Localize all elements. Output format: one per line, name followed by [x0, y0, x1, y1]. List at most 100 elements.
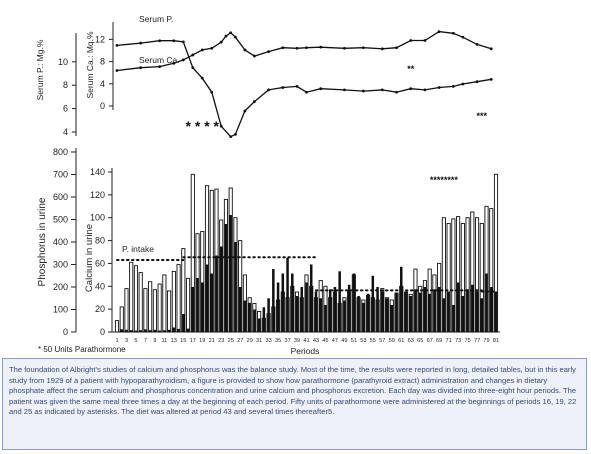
phosphorus-bar [433, 289, 436, 333]
period-tick-label: 9 [153, 338, 156, 344]
serum-p-axis-label: Serum P.: Mg.% [35, 39, 45, 100]
serum-point-ca [319, 45, 323, 49]
period-tick-label: 57 [379, 338, 385, 344]
serum-point-ca [423, 39, 427, 42]
calcium-bar [119, 306, 124, 333]
phosphorus-bar [158, 330, 161, 332]
period-tick-label: 31 [256, 338, 262, 344]
calcium-bar [129, 261, 134, 333]
serum-point-p [305, 90, 308, 94]
serum-point-p [191, 66, 195, 70]
serum-point-p [423, 88, 427, 92]
serum-point-ca [489, 47, 493, 51]
period-tick-label: 37 [284, 338, 290, 344]
period-tick-label: 69 [436, 338, 442, 344]
phosphorus-bar [381, 291, 384, 332]
serum-point-p [409, 87, 413, 91]
period-tick-label: 67 [427, 338, 433, 344]
phosphorus-bar [328, 289, 332, 333]
phosphorus-bar [182, 314, 185, 332]
serum-point-ca [224, 34, 228, 38]
phosphorus-tick-label: 800 [53, 147, 68, 157]
phosphorus-bar [224, 224, 228, 332]
period-tick-label: 5 [134, 338, 137, 344]
phosphorus-bar [215, 255, 218, 332]
serum-point-ca [210, 46, 214, 50]
phosphorus-bar [139, 330, 142, 332]
serum-point-ca [252, 54, 256, 58]
phosphorus-tick-label: 400 [53, 237, 68, 247]
phosphorus-tick-label: 200 [53, 282, 68, 292]
period-tick-label: 7 [144, 338, 147, 344]
period-tick-label: 23 [218, 338, 224, 344]
period-tick-label: 25 [228, 338, 234, 344]
serum-point-ca [158, 65, 162, 68]
phosphorus-bar [409, 296, 412, 332]
serum-point-p [200, 76, 204, 80]
serum-point-ca [115, 69, 119, 72]
calcium-bar [124, 288, 129, 333]
phosphorus-bar [485, 273, 488, 332]
period-tick-label: 65 [417, 338, 423, 344]
phosphorus-bar [229, 215, 232, 332]
phosphorus-bar [238, 287, 242, 332]
serum-point-p [380, 88, 384, 92]
phosphorus-bar [442, 298, 446, 333]
urine-asterisk-marker: * * * * [186, 118, 220, 134]
serum-point-p [219, 124, 223, 128]
serum-series-label-p: Serum P. [139, 14, 173, 24]
calcium-tick-label: 120 [90, 190, 105, 200]
serum-point-p [267, 88, 270, 92]
phosphorus-bar [243, 300, 247, 332]
phosphorus-bar [144, 329, 147, 332]
phosphorus-bar [456, 282, 460, 332]
calcium-bar [138, 272, 143, 333]
serum-point-ca [172, 61, 176, 65]
calcium-bar [162, 274, 167, 333]
phosphorus-bar [129, 330, 133, 332]
figure-caption: The foundation of Albright's studies of … [9, 365, 577, 417]
phosphorus-bar [210, 273, 213, 332]
serum-p-tick-label: 10 [58, 57, 68, 67]
phosphorus-bar [120, 329, 123, 332]
calcium-tick-label: 0 [100, 327, 105, 337]
period-tick-label: 55 [370, 338, 376, 344]
serum-point-p [229, 135, 233, 139]
period-tick-label: 51 [351, 338, 357, 344]
phosphorus-bar [186, 328, 190, 332]
calcium-bar [157, 283, 162, 333]
phosphorus-bar [309, 264, 313, 332]
period-tick-label: 81 [493, 338, 499, 344]
urine-asterisk-marker: ******** [430, 175, 459, 185]
serum-point-p [172, 39, 176, 43]
phosphorus-bar [191, 287, 195, 332]
phosphorus-bar [153, 329, 157, 333]
calcium-tick-label: 100 [90, 213, 105, 223]
serum-point-p [243, 109, 247, 113]
phosphorus-bar [466, 289, 469, 333]
phosphorus-bar [267, 298, 270, 333]
phosphorus-bar [385, 298, 389, 333]
period-tick-label: 19 [199, 338, 205, 344]
calcium-axis-label: Calcium in urine [84, 224, 95, 292]
phosphorus-bar [300, 287, 304, 332]
phosphorus-tick-label: 100 [53, 305, 68, 315]
serum-point-ca [191, 53, 195, 57]
phosphorus-bar [333, 287, 337, 332]
serum-point-p [395, 90, 398, 94]
phosphorus-bar [475, 291, 479, 332]
serum-point-p [210, 90, 214, 94]
calcium-bar [171, 270, 176, 333]
serum-p-tick-label: 6 [63, 104, 68, 114]
period-tick-label: 63 [408, 338, 414, 344]
calcium-bar [114, 320, 120, 333]
period-tick-label: 49 [341, 338, 347, 344]
period-tick-label: 21 [209, 338, 215, 344]
phosphorus-bar [205, 264, 209, 332]
serum-point-ca [451, 31, 455, 35]
serum-point-p [361, 89, 365, 93]
phosphorus-bar [172, 327, 176, 332]
phosphorus-bar [376, 287, 379, 332]
phosphorus-tick-label: 300 [53, 260, 68, 270]
serum-point-ca [139, 66, 143, 70]
